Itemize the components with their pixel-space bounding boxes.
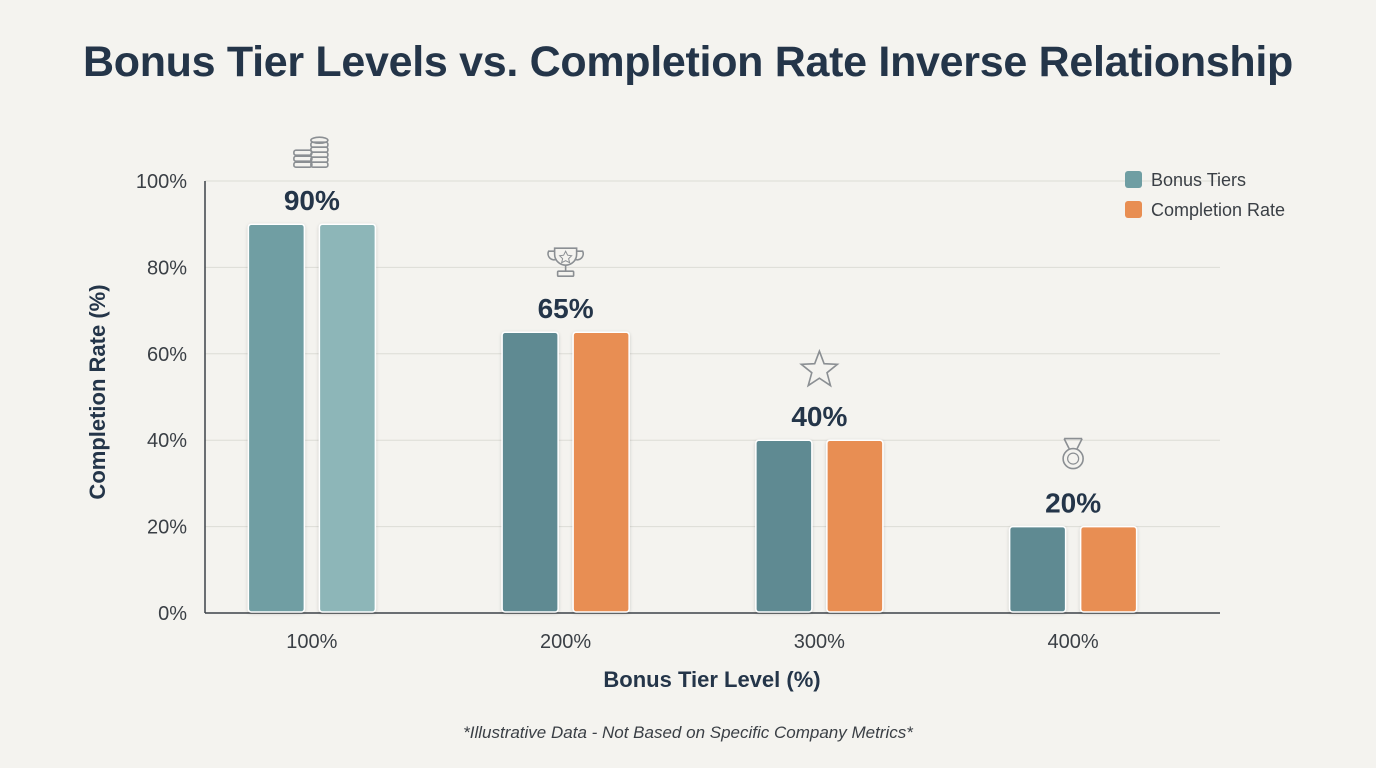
y-tick-label: 40% — [147, 430, 187, 452]
legend-swatch — [1125, 171, 1142, 188]
y-tick-label: 60% — [147, 344, 187, 366]
legend-label: Bonus Tiers — [1151, 170, 1246, 190]
star-icon — [799, 348, 840, 388]
y-tick-label: 20% — [147, 517, 187, 539]
bar-bonus-tiers-4 — [1008, 525, 1067, 613]
x-tick-label: 400% — [1048, 631, 1099, 653]
bar-completion-rate-3 — [826, 439, 884, 613]
y-tick-label: 100% — [136, 171, 187, 193]
bar-completion-rate-2 — [572, 331, 630, 613]
y-tick-label: 0% — [158, 603, 187, 625]
bar-bonus-tiers-1 — [247, 223, 306, 613]
x-axis-title: Bonus Tier Level (%) — [603, 667, 820, 692]
data-label: 90% — [284, 185, 340, 216]
bar-bonus-tiers-2 — [501, 331, 559, 613]
trophy-icon — [547, 247, 584, 278]
bar-completion-rate-1 — [318, 223, 377, 613]
data-label: 40% — [791, 401, 847, 432]
bar-completion-rate-4 — [1079, 525, 1138, 613]
medal-icon — [1062, 437, 1084, 470]
legend-label: Completion Rate — [1151, 200, 1285, 220]
bar-bonus-tiers-3 — [755, 439, 813, 613]
coins-icon — [293, 136, 329, 168]
y-tick-label: 80% — [147, 257, 187, 279]
footnote: *Illustrative Data - Not Based on Specif… — [463, 723, 913, 742]
x-tick-label: 200% — [540, 631, 591, 653]
y-axis-title: Completion Rate (%) — [85, 284, 110, 499]
data-label: 65% — [538, 293, 594, 324]
data-label: 20% — [1045, 488, 1101, 519]
legend-swatch — [1125, 201, 1142, 218]
chart-title: Bonus Tier Levels vs. Completion Rate In… — [82, 38, 1294, 86]
x-tick-label: 100% — [286, 631, 337, 653]
x-tick-label: 300% — [794, 631, 845, 653]
